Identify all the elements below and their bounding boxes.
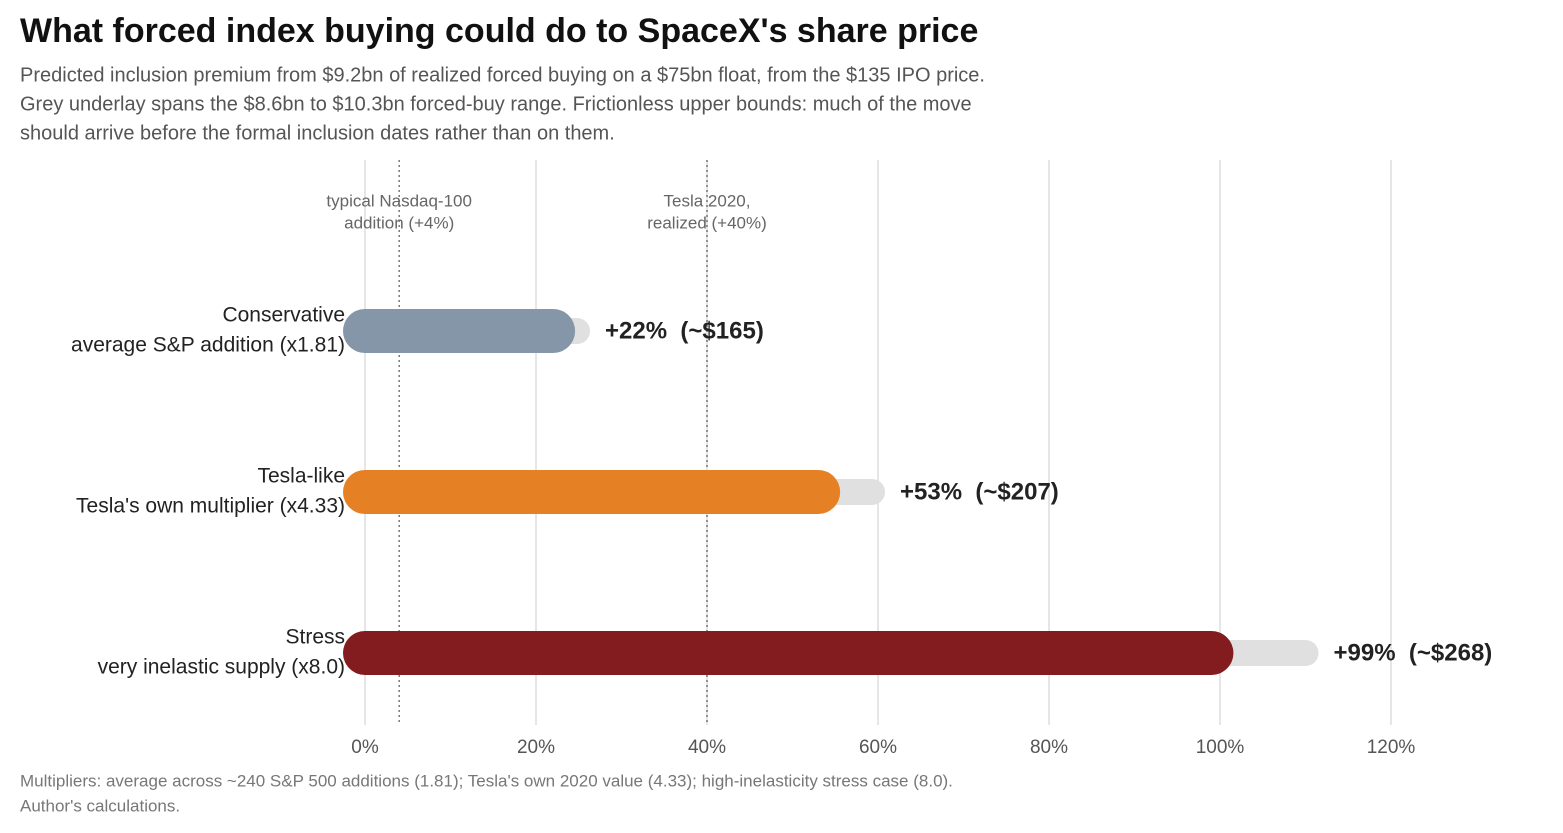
footnote: Multipliers: average across ~240 S&P 500… [20, 771, 953, 790]
x-tick-label: 40% [688, 737, 726, 758]
subtitle: should arrive before the formal inclusio… [20, 122, 615, 144]
x-tick-label: 0% [351, 737, 379, 758]
value-label: +53% (~$207) [900, 478, 1059, 505]
value-label: +99% (~$268) [1334, 639, 1493, 666]
category-description: Tesla's own multiplier (x4.33) [76, 495, 345, 518]
chart-title: What forced index buying could do to Spa… [20, 12, 978, 50]
category-description: average S&P addition (x1.81) [71, 334, 345, 357]
subtitle: Predicted inclusion premium from $9.2bn … [20, 64, 985, 86]
category-description: very inelastic supply (x8.0) [98, 656, 345, 679]
x-tick-label: 20% [517, 737, 555, 758]
value-label: +22% (~$165) [605, 317, 764, 344]
reference-label: Tesla 2020, [664, 191, 751, 210]
x-tick-label: 120% [1367, 737, 1416, 758]
category-label: Stress [285, 626, 345, 649]
reference-label: realized (+40%) [647, 213, 767, 232]
reference-label: typical Nasdaq-100 [326, 191, 472, 210]
x-tick-label: 100% [1196, 737, 1245, 758]
x-tick-label: 80% [1030, 737, 1068, 758]
reference-label: addition (+4%) [344, 213, 454, 232]
category-label: Tesla-like [257, 465, 345, 488]
category-label: Conservative [222, 304, 345, 327]
footnote: Author's calculations. [20, 796, 180, 815]
subtitle: Grey underlay spans the $8.6bn to $10.3b… [20, 93, 972, 115]
x-tick-label: 60% [859, 737, 897, 758]
